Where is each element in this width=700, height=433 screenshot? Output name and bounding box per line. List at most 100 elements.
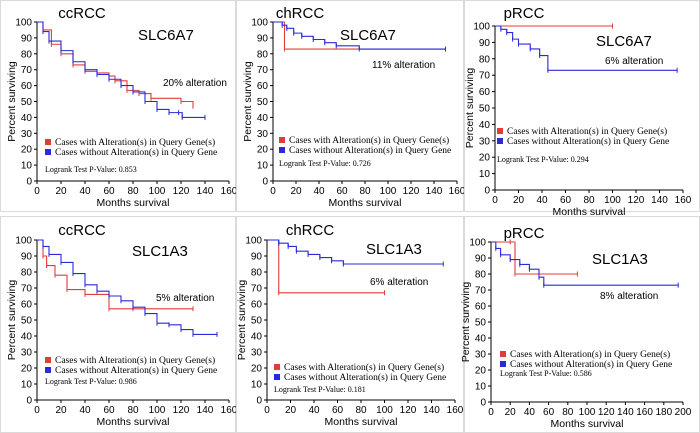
y-tick-label: 60 [251, 300, 263, 311]
y-tick-label: 100 [251, 18, 268, 29]
y-tick-label: 70 [475, 286, 487, 297]
y-tick-label: 0 [26, 396, 32, 407]
x-tick-label: 0 [488, 407, 494, 418]
x-tick-label: 40 [308, 405, 320, 416]
y-axis-label: Percent surviving [242, 61, 254, 142]
y-tick-label: 40 [21, 113, 33, 124]
x-axis-label: Months survival [97, 416, 170, 428]
y-tick-label: 0 [262, 177, 268, 188]
panel-title: chRCC [286, 222, 335, 239]
x-tick-label: 0 [270, 186, 276, 197]
x-tick-label: 100 [376, 405, 393, 416]
y-tick-label: 80 [21, 49, 33, 60]
y-tick-label: 100 [469, 238, 486, 249]
y-tick-label: 10 [257, 161, 269, 172]
x-tick-label: 0 [492, 195, 498, 206]
legend-swatch-altered [45, 139, 51, 145]
legend-label-altered: Cases with Alteration(s) in Query Gene(s… [284, 362, 444, 373]
x-tick-label: 80 [127, 405, 139, 416]
gene-label: SLC6A7 [138, 27, 194, 44]
y-tick-label: 0 [26, 177, 32, 188]
legend-swatch-unaltered [500, 361, 506, 367]
y-tick-label: 100 [473, 22, 490, 33]
y-tick-label: 40 [479, 120, 491, 131]
alteration-label: 8% alteration [600, 291, 658, 302]
legend-label-altered: Cases with Alteration(s) in Query Gene(s… [289, 135, 449, 146]
y-axis-label: Percent surviving [6, 280, 18, 361]
x-tick-label: 60 [332, 405, 344, 416]
chart-panel: 0 20 40 60 80 100 120 140 160 0 10 20 30 40 50 60 70 80 90… [236, 216, 464, 433]
y-tick-label: 90 [21, 252, 33, 263]
chart-panel: 0 20 40 60 80 100 120 140 160 0 10 20 30 40 50 60 70 80 90… [464, 0, 700, 218]
x-tick-label: 20 [513, 195, 525, 206]
legend-label-unaltered: Cases without Alteration(s) in Query Gen… [510, 359, 672, 370]
x-tick-label: 140 [423, 405, 440, 416]
y-axis-label: Percent surviving [460, 282, 472, 363]
y-axis-label: Percent surviving [464, 68, 476, 149]
x-tick-label: 100 [149, 186, 166, 197]
y-tick-label: 0 [484, 186, 490, 197]
y-tick-label: 60 [21, 300, 33, 311]
y-tick-label: 40 [21, 332, 33, 343]
y-tick-label: 20 [251, 364, 263, 375]
gene-label: SLC6A7 [340, 27, 396, 44]
x-tick-label: 180 [655, 407, 672, 418]
x-tick-label: 20 [505, 407, 517, 418]
y-tick-label: 50 [257, 97, 269, 108]
x-tick-label: 160 [449, 186, 466, 197]
x-tick-label: 20 [285, 405, 297, 416]
y-tick-label: 60 [21, 81, 33, 92]
x-tick-label: 200 [675, 407, 692, 418]
x-tick-label: 160 [675, 195, 692, 206]
y-tick-label: 50 [21, 316, 33, 327]
x-tick-label: 120 [400, 405, 417, 416]
legend-swatch-altered [500, 351, 506, 357]
y-tick-label: 90 [257, 33, 269, 44]
y-tick-label: 50 [21, 97, 33, 108]
panel-frame [0, 0, 236, 212]
x-tick-label: 140 [617, 407, 634, 418]
y-tick-label: 10 [21, 161, 33, 172]
gene-label: SLC1A3 [132, 243, 188, 260]
legend-swatch-unaltered [45, 367, 51, 373]
legend-swatch-unaltered [274, 374, 280, 380]
y-tick-label: 40 [475, 334, 487, 345]
y-tick-label: 100 [15, 236, 32, 247]
panel-frame [236, 216, 464, 433]
x-tick-label: 120 [173, 186, 190, 197]
panel-frame [464, 216, 700, 433]
y-tick-label: 30 [251, 348, 263, 359]
y-tick-label: 40 [251, 332, 263, 343]
legend-label-altered: Cases with Alteration(s) in Query Gene(s… [55, 355, 215, 366]
panel-title: pRCC [504, 5, 545, 22]
x-tick-label: 0 [34, 186, 40, 197]
legend-label-unaltered: Cases without Alteration(s) in Query Gen… [55, 365, 217, 376]
x-tick-label: 60 [560, 195, 572, 206]
pvalue-label: Logrank Test P-Value: 0.181 [274, 385, 366, 394]
y-tick-label: 30 [257, 129, 269, 140]
y-tick-label: 100 [245, 236, 262, 247]
panel-title: ccRCC [58, 5, 106, 22]
x-tick-label: 160 [221, 186, 238, 197]
y-tick-label: 80 [251, 268, 263, 279]
x-tick-label: 140 [197, 186, 214, 197]
y-tick-label: 70 [479, 71, 491, 82]
alteration-label: 20% alteration [163, 78, 227, 89]
x-tick-label: 80 [583, 195, 595, 206]
x-tick-label: 120 [173, 405, 190, 416]
chart-panel: 0 20 40 60 80 100 120 140 160 0 10 20 30 40 50 60 70 80 90… [0, 0, 238, 212]
unaltered-survival-curve [37, 239, 217, 335]
y-tick-label: 50 [251, 316, 263, 327]
x-tick-label: 40 [313, 186, 325, 197]
pvalue-label: Logrank Test P-Value: 0.853 [45, 165, 137, 174]
gene-label: SLC6A7 [596, 33, 652, 50]
y-tick-label: 50 [475, 318, 487, 329]
chart-panel: 0 20 40 60 80 100 120 140 160 0 10 20 30 40 50 60 70 80 90… [236, 0, 466, 212]
chart-panel: 0 20 40 60 80 100 120 140 160 180 2000102030405060… [460, 216, 700, 433]
legend-label-altered: Cases with Alteration(s) in Query Gene(s… [510, 349, 670, 360]
x-tick-label: 100 [149, 405, 166, 416]
x-tick-label: 160 [636, 407, 653, 418]
x-tick-label: 0 [264, 405, 270, 416]
alteration-label: 5% alteration [156, 293, 214, 304]
